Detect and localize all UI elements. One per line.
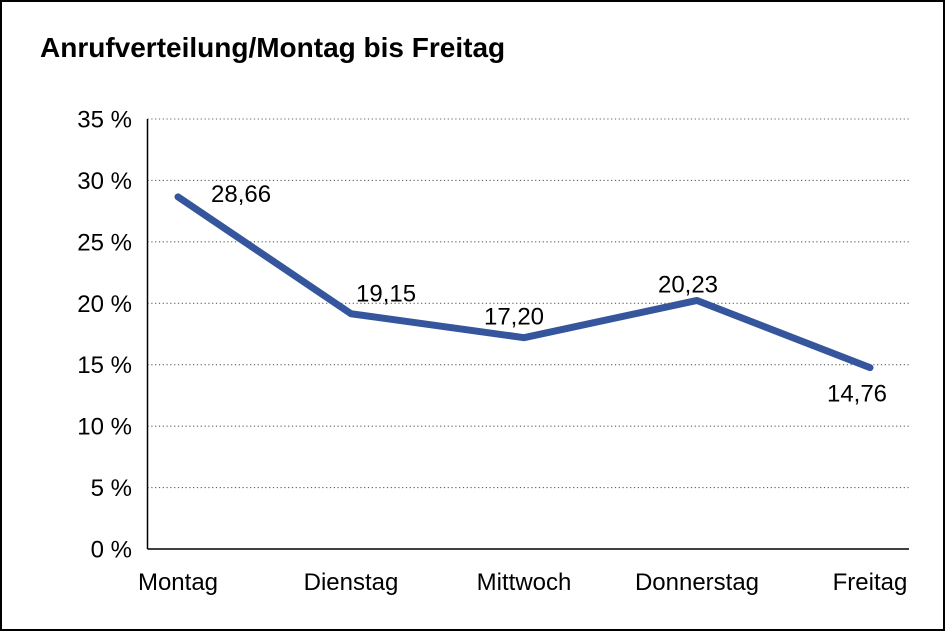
y-tick-label-20pct: 20 % bbox=[77, 291, 132, 318]
y-tick-label-35pct: 35 % bbox=[77, 107, 132, 134]
y-tick-label-25pct: 25 % bbox=[77, 229, 132, 256]
y-tick-label-10pct: 10 % bbox=[77, 414, 132, 441]
y-tick-label-5pct: 5 % bbox=[91, 475, 132, 502]
data-label-donnerstag: 20,23 bbox=[658, 271, 718, 298]
data-series-line bbox=[174, 193, 874, 372]
x-axis-label-freitag: Freitag bbox=[833, 569, 908, 596]
y-tick-label-30pct: 30 % bbox=[77, 168, 132, 195]
y-tick-label-15pct: 15 % bbox=[77, 352, 132, 379]
x-axis-label-dienstag: Dienstag bbox=[304, 569, 399, 596]
data-label-mittwoch: 17,20 bbox=[484, 304, 544, 331]
x-axis-label-donnerstag: Donnerstag bbox=[635, 569, 759, 596]
y-tick-label-0pct: 0 % bbox=[91, 537, 132, 564]
x-axis-label-montag: Montag bbox=[138, 569, 218, 596]
data-label-freitag: 14,76 bbox=[827, 381, 887, 408]
x-axis-label-mittwoch: Mittwoch bbox=[477, 569, 572, 596]
data-label-dienstag: 19,15 bbox=[356, 281, 416, 308]
chart-title: Anrufverteilung/Montag bis Freitag bbox=[40, 32, 506, 63]
data-label-montag: 28,66 bbox=[211, 181, 271, 208]
